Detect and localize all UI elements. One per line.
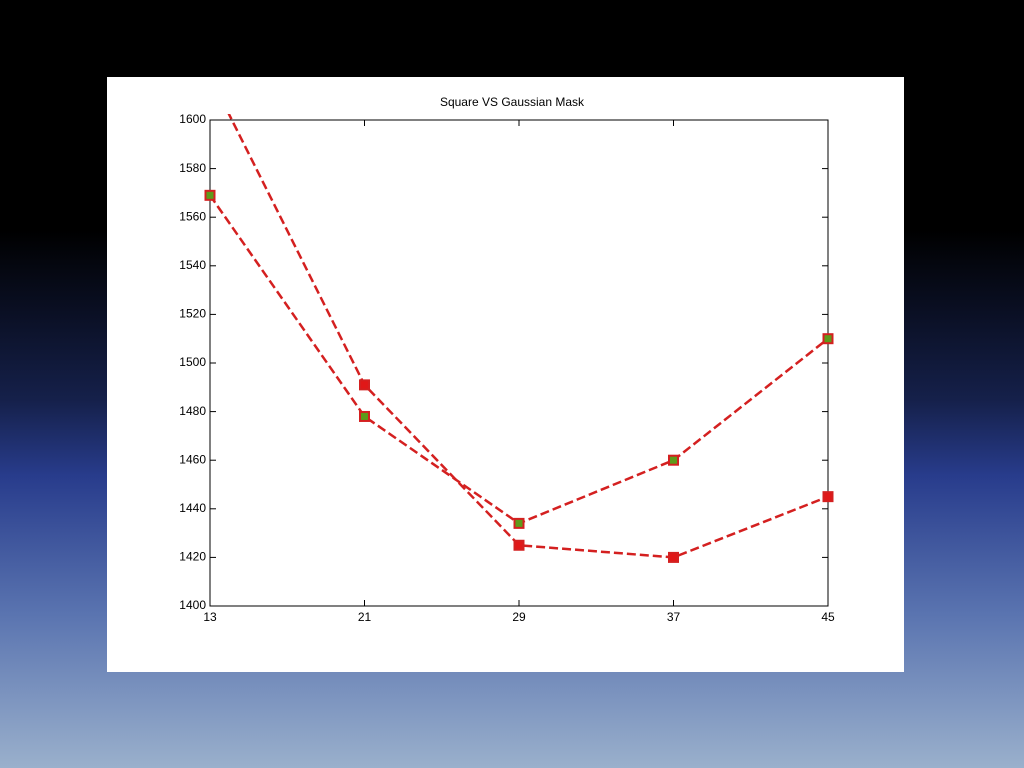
plot-area — [204, 114, 834, 563]
marker — [822, 491, 834, 503]
y-tick-label: 1500 — [179, 355, 206, 369]
marker — [822, 333, 834, 345]
y-tick-label: 1560 — [179, 209, 206, 223]
y-tick-label: 1540 — [179, 258, 206, 272]
x-tick-label: 29 — [512, 610, 526, 624]
marker — [359, 410, 370, 422]
marker — [513, 517, 525, 529]
chart-title: Square VS Gaussian Mask — [440, 95, 585, 109]
x-tick-label: 45 — [821, 610, 835, 624]
y-tick-label: 1520 — [179, 307, 206, 321]
y-tick-label: 1460 — [179, 452, 206, 466]
marker — [668, 454, 679, 466]
marker — [513, 539, 525, 551]
chart-panel — [107, 77, 904, 672]
x-tick-label: 37 — [667, 610, 681, 624]
y-tick-label: 1580 — [179, 161, 206, 175]
y-tick-label: 1420 — [179, 550, 206, 564]
y-tick-label: 1440 — [179, 501, 206, 515]
marker — [204, 189, 216, 201]
x-tick-label: 13 — [203, 610, 217, 624]
y-tick-label: 1400 — [179, 598, 206, 612]
marker — [668, 551, 679, 563]
y-tick-label: 1480 — [179, 404, 206, 418]
marker — [359, 379, 370, 391]
y-tick-label: 1600 — [179, 112, 206, 126]
x-tick-label: 21 — [358, 610, 372, 624]
